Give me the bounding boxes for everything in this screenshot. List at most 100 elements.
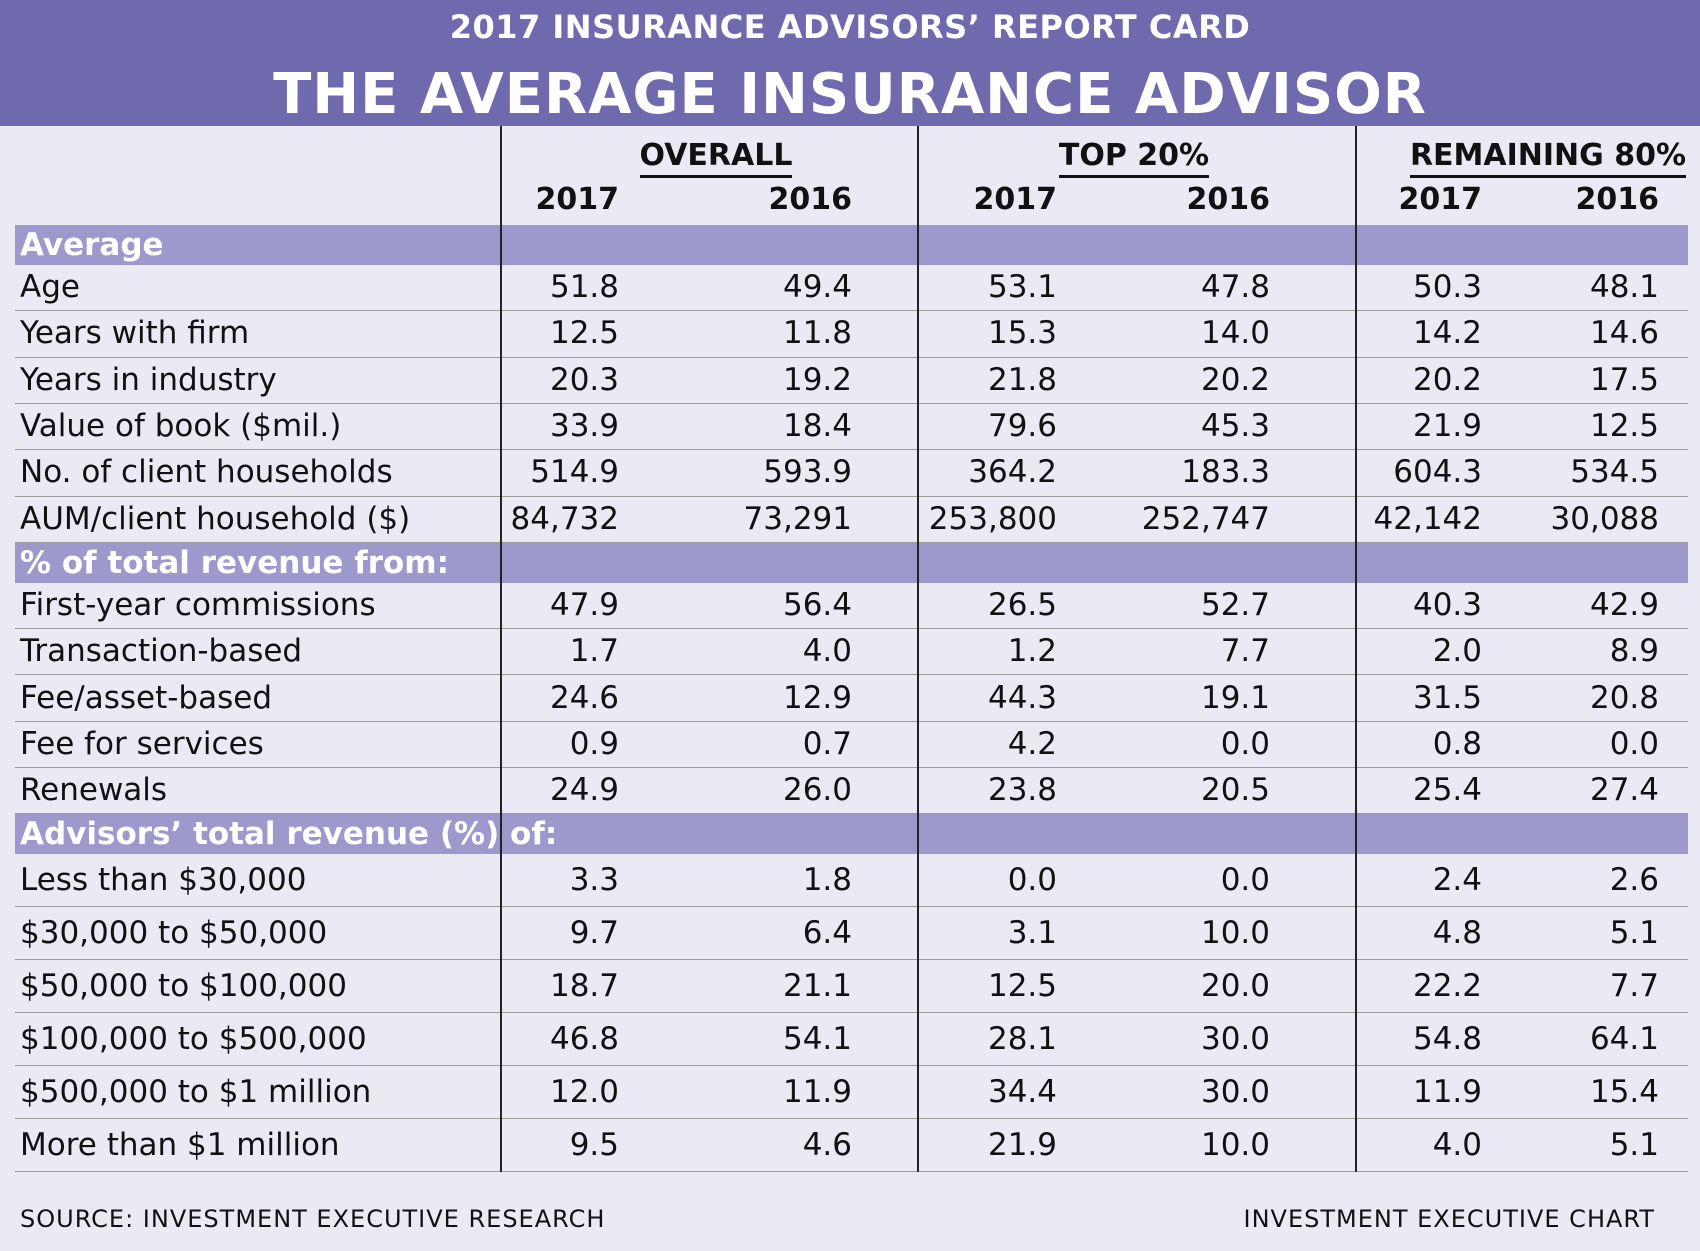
value-cell: 46.8	[549, 1020, 619, 1057]
row-label: $50,000 to $100,000	[20, 967, 347, 1004]
row-divider	[15, 1012, 1688, 1014]
value-cell: 3.3	[569, 861, 619, 898]
row-label: Age	[20, 269, 80, 306]
value-cell: 19.1	[1200, 679, 1270, 716]
value-cell: 47.9	[549, 586, 619, 623]
column-divider	[917, 126, 919, 1173]
value-cell: 20.5	[1200, 772, 1270, 809]
column-divider	[1355, 126, 1357, 1173]
value-cell: 54.1	[782, 1020, 852, 1057]
value-cell: 0.0	[1007, 861, 1057, 898]
row-divider	[15, 495, 1688, 497]
value-cell: 73,291	[743, 500, 852, 537]
value-cell: 9.7	[569, 914, 619, 951]
value-cell: 25.4	[1412, 772, 1482, 809]
year-header: 2016	[1186, 182, 1271, 217]
value-cell: 364.2	[968, 454, 1057, 491]
value-cell: 52.7	[1200, 586, 1270, 623]
row-divider	[15, 813, 1688, 815]
value-cell: 24.9	[549, 772, 619, 809]
column-group-label: REMAINING 80%	[1409, 138, 1687, 178]
value-cell: 64.1	[1589, 1020, 1659, 1057]
row-label: AUM/client household ($)	[20, 500, 411, 537]
value-cell: 0.0	[1609, 725, 1659, 762]
value-cell: 11.8	[782, 315, 852, 352]
value-cell: 34.4	[987, 1073, 1057, 1110]
row-label: More than $1 million	[20, 1126, 340, 1163]
value-cell: 47.8	[1200, 269, 1270, 306]
value-cell: 2.4	[1432, 861, 1482, 898]
section-band	[15, 814, 1688, 855]
row-divider	[15, 628, 1688, 630]
value-cell: 6.4	[802, 914, 852, 951]
value-cell: 33.9	[549, 408, 619, 445]
value-cell: 12.5	[1589, 408, 1659, 445]
value-cell: 5.1	[1609, 1126, 1659, 1163]
value-cell: 30,088	[1550, 500, 1659, 537]
value-cell: 21.9	[987, 1126, 1057, 1163]
value-cell: 28.1	[987, 1020, 1057, 1057]
row-label: $30,000 to $50,000	[20, 914, 328, 951]
value-cell: 3.1	[1007, 914, 1057, 951]
value-cell: 42.9	[1589, 586, 1659, 623]
row-label: $100,000 to $500,000	[20, 1020, 367, 1057]
value-cell: 1.2	[1007, 633, 1057, 670]
value-cell: 48.1	[1589, 269, 1659, 306]
row-label: First-year commissions	[20, 586, 376, 623]
value-cell: 10.0	[1200, 1126, 1270, 1163]
value-cell: 27.4	[1589, 772, 1659, 809]
data-table: OVERALL 2017 2016 TOP 20% 2017 2016 REMAINING …	[0, 126, 1700, 1186]
value-cell: 252,747	[1141, 500, 1270, 537]
value-cell: 30.0	[1200, 1020, 1270, 1057]
value-cell: 21.1	[782, 967, 852, 1004]
value-cell: 18.4	[782, 408, 852, 445]
row-label: No. of client households	[20, 454, 393, 491]
column-group-header: REMAINING 80%	[1378, 138, 1700, 178]
value-cell: 4.6	[802, 1126, 852, 1163]
value-cell: 50.3	[1412, 269, 1482, 306]
column-divider	[500, 126, 502, 1173]
value-cell: 79.6	[987, 408, 1057, 445]
value-cell: 0.0	[1220, 861, 1270, 898]
value-cell: 593.9	[763, 454, 852, 491]
value-cell: 1.8	[802, 861, 852, 898]
value-cell: 534.5	[1570, 454, 1659, 491]
value-cell: 21.9	[1412, 408, 1482, 445]
value-cell: 2.0	[1432, 633, 1482, 670]
row-divider	[15, 674, 1688, 676]
row-label: Value of book ($mil.)	[20, 408, 342, 445]
value-cell: 30.0	[1200, 1073, 1270, 1110]
value-cell: 15.4	[1589, 1073, 1659, 1110]
section-title: Advisors’ total revenue (%) of:	[20, 816, 558, 853]
row-divider	[15, 906, 1688, 908]
value-cell: 26.5	[987, 586, 1057, 623]
value-cell: 12.5	[549, 315, 619, 352]
row-divider	[15, 310, 1688, 312]
report-kicker: 2017 INSURANCE ADVISORS’ REPORT CARD	[449, 8, 1251, 46]
value-cell: 15.3	[987, 315, 1057, 352]
value-cell: 183.3	[1181, 454, 1270, 491]
value-cell: 20.2	[1200, 361, 1270, 398]
section-band	[15, 225, 1688, 265]
row-divider	[15, 767, 1688, 768]
value-cell: 0.0	[1220, 725, 1270, 762]
value-cell: 4.2	[1007, 725, 1057, 762]
value-cell: 514.9	[530, 454, 619, 491]
row-divider	[15, 1171, 1688, 1173]
value-cell: 49.4	[782, 269, 852, 306]
column-group-header: OVERALL	[546, 138, 886, 178]
value-cell: 20.0	[1200, 967, 1270, 1004]
row-divider	[15, 1065, 1688, 1067]
value-cell: 44.3	[987, 679, 1057, 716]
row-label: Years with firm	[20, 315, 250, 352]
value-cell: 17.5	[1589, 361, 1659, 398]
value-cell: 7.7	[1609, 967, 1659, 1004]
value-cell: 12.0	[549, 1073, 619, 1110]
value-cell: 253,800	[928, 500, 1057, 537]
chart-credit: INVESTMENT EXECUTIVE CHART	[1243, 1205, 1655, 1233]
value-cell: 1.7	[569, 633, 619, 670]
page-title: THE AVERAGE INSURANCE ADVISOR	[273, 62, 1427, 127]
value-cell: 19.2	[782, 361, 852, 398]
column-group-label: OVERALL	[639, 138, 793, 178]
row-label: Fee/asset-based	[20, 679, 273, 716]
